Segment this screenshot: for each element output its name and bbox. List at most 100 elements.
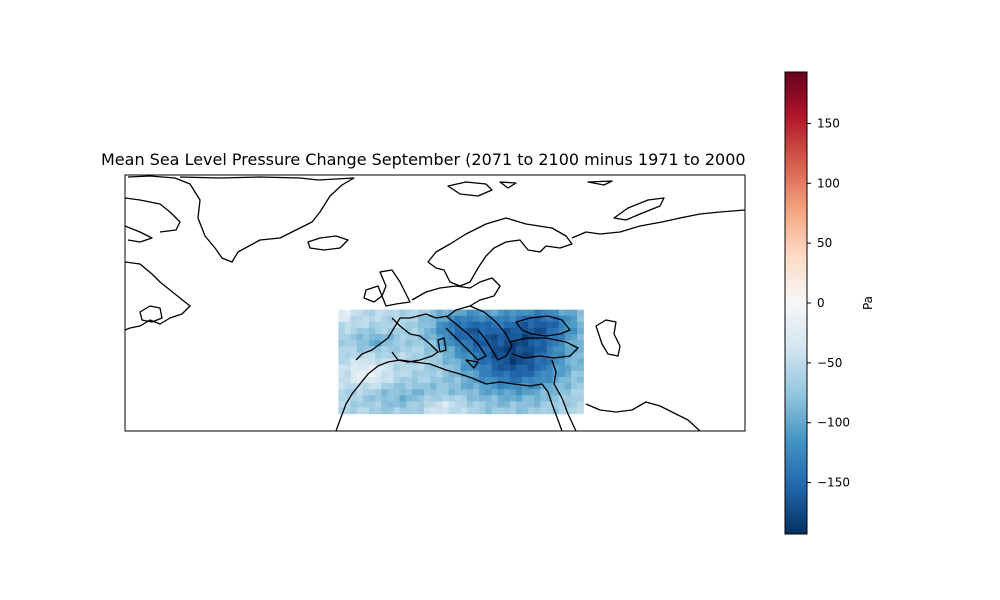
pressure-cell	[362, 334, 370, 341]
pressure-cell	[369, 321, 376, 329]
pressure-cell	[356, 358, 364, 366]
pressure-cell	[338, 315, 346, 323]
pressure-cell	[399, 309, 407, 317]
pressure-cell	[393, 364, 401, 372]
pressure-cell	[564, 315, 572, 323]
pressure-cell	[454, 352, 462, 360]
pressure-cell	[375, 321, 382, 329]
pressure-cell	[442, 407, 450, 415]
coastline-balkans	[469, 305, 513, 361]
pressure-cell	[338, 309, 346, 317]
pressure-cell	[540, 370, 548, 378]
pressure-cell	[344, 334, 352, 341]
pressure-cell	[571, 328, 578, 335]
pressure-cell	[430, 328, 437, 335]
pressure-cell	[399, 389, 407, 396]
pressure-cell	[460, 346, 468, 354]
pressure-cell	[460, 364, 468, 372]
pressure-cell	[515, 395, 523, 402]
pressure-cell	[534, 321, 542, 329]
pressure-cell	[497, 328, 505, 335]
pressure-cell	[503, 395, 511, 402]
pressure-cell	[424, 383, 431, 390]
pressure-cell	[375, 383, 382, 390]
pressure-cell	[381, 346, 388, 354]
pressure-cell	[356, 309, 364, 317]
pressure-cell	[405, 389, 413, 396]
pressure-cell	[466, 321, 474, 329]
pressure-cell	[381, 321, 388, 329]
pressure-cell	[558, 401, 566, 409]
pressure-cell	[460, 395, 468, 402]
pressure-cell	[350, 346, 358, 354]
pressure-cell	[485, 334, 493, 341]
pressure-cell	[381, 401, 388, 409]
pressure-cell	[405, 352, 413, 360]
pressure-cell	[485, 358, 493, 366]
pressure-cell	[552, 346, 560, 354]
colorbar-tick-label: −150	[817, 476, 850, 490]
pressure-cell	[528, 328, 535, 335]
pressure-cell	[503, 383, 511, 390]
pressure-cell	[338, 376, 346, 384]
pressure-cell	[534, 370, 542, 378]
pressure-cell	[381, 407, 388, 415]
pressure-cell	[454, 340, 462, 347]
pressure-cell	[540, 340, 548, 347]
pressure-cell	[430, 383, 437, 390]
pressure-cell	[522, 334, 529, 341]
pressure-cell	[399, 321, 407, 329]
pressure-cell	[473, 383, 480, 390]
pressure-cell	[424, 334, 431, 341]
pressure-cell	[546, 334, 554, 341]
pressure-cell	[522, 383, 529, 390]
pressure-cell	[528, 358, 535, 366]
colorbar-tick-label: −100	[817, 416, 850, 430]
pressure-cell	[356, 395, 364, 402]
pressure-cell	[571, 346, 578, 354]
coastline-labrador	[124, 225, 191, 331]
pressure-cell	[509, 315, 517, 323]
pressure-cell	[491, 383, 499, 390]
pressure-cell	[430, 340, 437, 347]
pressure-cell	[362, 358, 370, 366]
pressure-cell	[448, 328, 456, 335]
pressure-cell	[430, 358, 437, 366]
coastline-black-sea	[515, 315, 571, 337]
pressure-cell	[503, 401, 511, 409]
pressure-cell	[515, 370, 523, 378]
pressure-cell	[485, 407, 493, 415]
pressure-cell	[393, 321, 401, 329]
pressure-cell	[509, 358, 517, 366]
pressure-cell	[430, 370, 437, 378]
pressure-cell	[411, 395, 419, 402]
pressure-cell	[497, 370, 505, 378]
pressure-cell	[344, 340, 352, 347]
pressure-cell	[381, 358, 388, 366]
pressure-cell	[405, 370, 413, 378]
pressure-cell	[473, 401, 480, 409]
pressure-cell	[399, 376, 407, 384]
pressure-cell	[338, 334, 346, 341]
pressure-cell	[344, 389, 352, 396]
pressure-cell	[417, 383, 425, 390]
pressure-cell	[417, 346, 425, 354]
pressure-cell	[430, 395, 437, 402]
map-panel	[124, 174, 746, 432]
pressure-cell	[540, 309, 548, 317]
pressure-cell	[534, 389, 542, 396]
pressure-cell	[491, 321, 499, 329]
pressure-cell	[485, 395, 493, 402]
pressure-cell	[509, 389, 517, 396]
pressure-cell	[473, 352, 480, 360]
pressure-cell	[356, 334, 364, 341]
pressure-cell	[436, 389, 444, 396]
pressure-cell	[448, 383, 456, 390]
pressure-cell	[479, 401, 486, 409]
pressure-cell	[491, 370, 499, 378]
pressure-cell	[534, 315, 542, 323]
pressure-cell	[479, 389, 486, 396]
pressure-cell	[466, 376, 474, 384]
pressure-cell	[503, 389, 511, 396]
